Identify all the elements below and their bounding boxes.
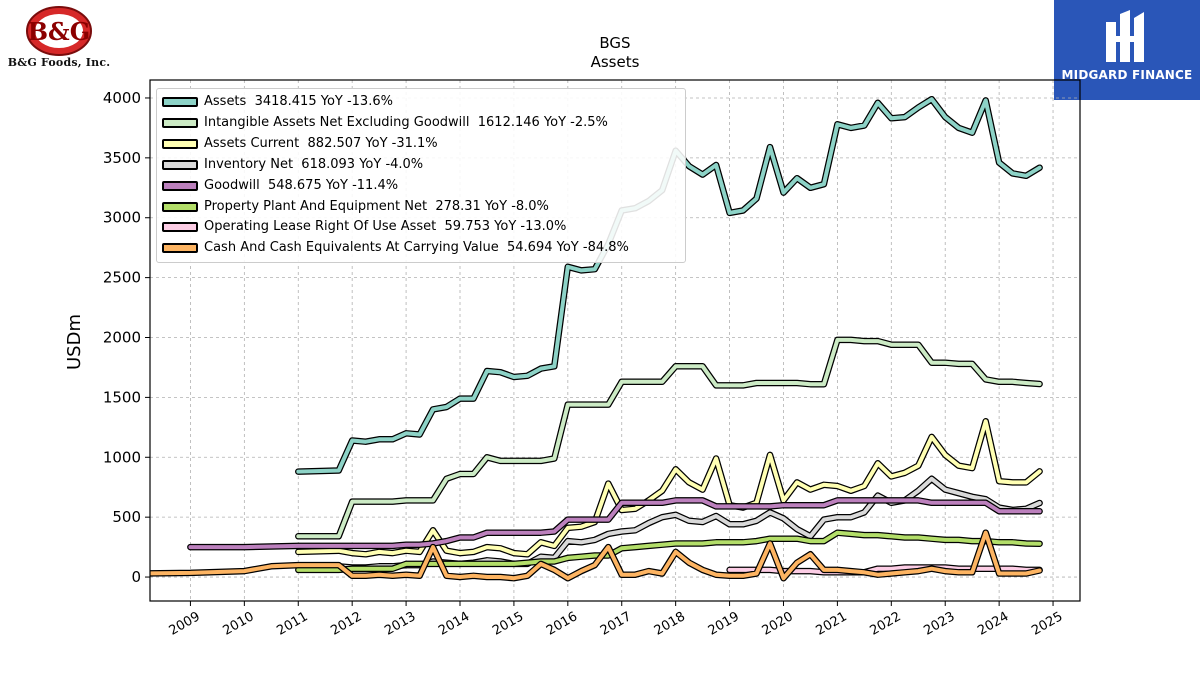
sponsor-logo-mark [1106, 10, 1144, 62]
company-logo-badge: B&G [26, 6, 92, 56]
company-logo: B&G B&G Foods, Inc. [4, 2, 114, 72]
y-tick-label: 2500 [103, 269, 141, 287]
legend-label: Assets Current 882.507 YoY -31.1% [204, 135, 438, 151]
y-tick-label: 500 [112, 508, 141, 526]
company-name: B&G Foods, Inc. [7, 56, 111, 69]
series-assets-current [295, 418, 1043, 558]
x-tick-label: 2020 [760, 609, 796, 639]
legend-label: Intangible Assets Net Excluding Goodwill… [204, 114, 608, 130]
chart-subtitle: Assets [591, 53, 640, 71]
legend-label: Inventory Net 618.093 YoY -4.0% [204, 156, 424, 172]
plot-frame [149, 79, 1081, 602]
legend-item: Goodwill 548.675 YoY -11.4% [157, 176, 685, 196]
y-tick-label: 1000 [103, 448, 141, 466]
company-logo-text: B&G [28, 17, 90, 46]
series-line [296, 337, 1042, 539]
x-tick-label: 2012 [328, 609, 364, 639]
x-tick-label: 2009 [167, 609, 203, 639]
x-tick-label: 2019 [706, 609, 742, 639]
series-intangible-assets-net-excluding-goodwill [295, 336, 1043, 540]
x-tick-label: 2011 [274, 609, 310, 639]
legend-label: Assets 3418.415 YoY -13.6% [204, 94, 393, 109]
x-axis: 2009 2010 2011 2012 2013 2014 2015 2016 2017 2018… [167, 601, 1065, 639]
x-tick-label: 2021 [814, 609, 850, 639]
sponsor-logo: MIDGARD FINANCE [1054, 0, 1200, 100]
series-line [296, 419, 1042, 557]
x-tick-label: 2010 [221, 609, 257, 639]
legend-item: Assets Current 882.507 YoY -31.1% [157, 134, 685, 154]
y-tick-label: 3500 [103, 149, 141, 167]
x-tick-label: 2018 [652, 609, 688, 639]
legend-item: Assets 3418.415 YoY -13.6% [157, 92, 685, 112]
y-tick-label: 2000 [103, 329, 141, 347]
sponsor-name: MIDGARD FINANCE [1061, 68, 1193, 82]
y-axis: 0 500 1000 1500 2000 2500 3000 3500 4000 [103, 89, 150, 586]
legend-item: Intangible Assets Net Excluding Goodwill… [157, 113, 685, 133]
legend-swatch [162, 180, 198, 191]
legend-swatch [162, 97, 198, 107]
x-tick-label: 2022 [867, 609, 903, 639]
legend-item: Cash And Cash Equivalents At Carrying Va… [157, 238, 685, 258]
y-tick-label: 0 [131, 568, 141, 586]
y-tick-label: 4000 [103, 89, 141, 107]
legend-item: Operating Lease Right Of Use Asset 59.75… [157, 217, 685, 237]
x-tick-label: 2013 [382, 609, 418, 639]
legend-swatch [162, 222, 198, 233]
x-tick-label: 2014 [436, 609, 472, 639]
legend-label: Property Plant And Equipment Net 278.31 … [204, 198, 549, 214]
y-tick-label: 1500 [103, 388, 141, 406]
x-tick-label: 2024 [975, 609, 1011, 639]
legend-label: Operating Lease Right Of Use Asset 59.75… [204, 219, 567, 235]
x-tick-label: 2016 [544, 609, 580, 639]
legend-item: Inventory Net 618.093 YoY -4.0% [157, 155, 685, 175]
legend-label: Goodwill 548.675 YoY -11.4% [204, 177, 399, 193]
series-cash-and-cash-equivalents-at-carrying-value [150, 529, 1043, 582]
x-tick-label: 2023 [921, 609, 957, 639]
chart-title: BGS [599, 34, 630, 52]
legend-swatch [162, 138, 198, 149]
legend-swatch [162, 201, 198, 212]
y-axis-label: USDm [64, 314, 85, 370]
series-line [188, 498, 1042, 550]
series-line [150, 530, 1042, 581]
legend: Assets 3418.415 YoY -13.6% Intangible Ass… [156, 88, 686, 263]
legend-swatch [162, 159, 198, 170]
legend-item: Property Plant And Equipment Net 278.31 … [157, 197, 685, 217]
x-tick-label: 2015 [490, 609, 526, 639]
legend-swatch [162, 243, 198, 254]
x-tick-label: 2017 [598, 609, 634, 639]
y-tick-label: 3000 [103, 209, 141, 227]
x-tick-label: 2025 [1029, 609, 1065, 639]
series-goodwill [187, 497, 1043, 551]
legend-label: Cash And Cash Equivalents At Carrying Va… [204, 240, 629, 256]
legend-swatch [162, 117, 198, 128]
